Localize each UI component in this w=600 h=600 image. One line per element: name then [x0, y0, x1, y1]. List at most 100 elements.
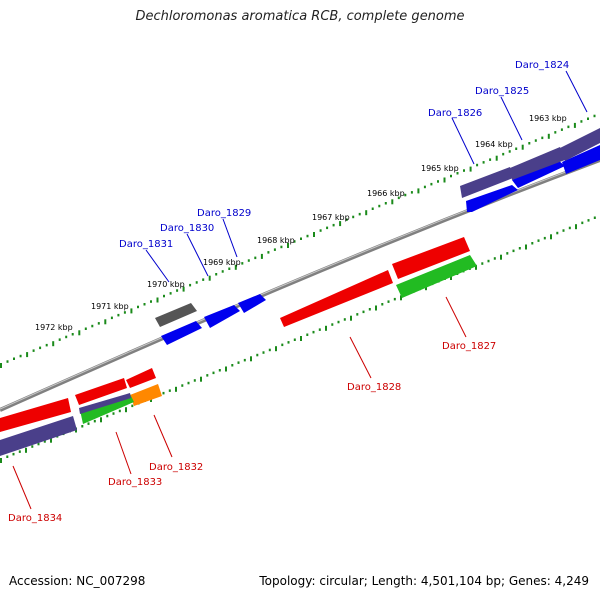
- gene-gray-block[interactable]: [155, 303, 197, 327]
- label-daro-1826[interactable]: Daro_1826: [428, 108, 482, 119]
- leader-daro-1828: [349, 336, 372, 379]
- scale-tick: [0, 458, 2, 463]
- scale-tick: [331, 323, 334, 326]
- gene-daro-1830-block[interactable]: [204, 305, 240, 328]
- scale-tick: [241, 262, 244, 265]
- gene-daro-1826-block[interactable]: [466, 185, 518, 212]
- scale-tick: [525, 244, 527, 250]
- scale-tick: [287, 243, 289, 248]
- label-daro-1830[interactable]: Daro_1830: [160, 223, 214, 234]
- scale-tick: [81, 425, 84, 428]
- scale-tick: [84, 327, 87, 330]
- scale-tick: [168, 389, 171, 392]
- gene-daro-1827-block[interactable]: [396, 255, 477, 298]
- gene-daro-1824-purple-block[interactable]: [560, 128, 600, 161]
- leader-daro-1825: [500, 96, 523, 141]
- scale-tick: [568, 226, 571, 230]
- lower-scale-ticks: [0, 216, 596, 463]
- scale-tick: [306, 333, 309, 336]
- scale-tick: [39, 346, 42, 350]
- gene-daro-1826-purple-block[interactable]: [460, 167, 513, 198]
- scale-tick: [489, 158, 492, 161]
- scale-label-1963: 1963 kbp: [529, 114, 567, 123]
- label-daro-1828[interactable]: Daro_1828: [347, 382, 401, 393]
- forward-genes: [155, 128, 600, 345]
- scale-tick: [206, 374, 209, 377]
- scale-tick: [187, 381, 190, 385]
- scale-tick: [287, 341, 290, 344]
- scale-label-1969: 1969 kbp: [203, 258, 241, 267]
- scale-tick: [450, 174, 452, 178]
- scale-tick: [528, 142, 531, 145]
- scale-tick: [554, 131, 557, 134]
- scale-tick: [332, 223, 335, 227]
- gene-daro-1827-red-block[interactable]: [392, 237, 470, 279]
- gene-daro-1832-block[interactable]: [130, 384, 162, 406]
- scale-label-1965: 1965 kbp: [421, 164, 459, 173]
- gene-daro-1833-block[interactable]: [80, 394, 134, 424]
- scale-tick: [58, 338, 61, 341]
- gene-daro-1829-block[interactable]: [238, 294, 266, 313]
- scale-tick: [531, 242, 534, 245]
- scale-tick: [237, 361, 240, 364]
- scale-tick: [318, 328, 321, 331]
- scale-tick: [262, 351, 265, 354]
- label-daro-1829[interactable]: Daro_1829: [197, 208, 251, 219]
- scale-tick: [112, 412, 115, 415]
- gene-daro-1833-purple-block[interactable]: [79, 393, 131, 414]
- scale-label-1964: 1964 kbp: [475, 140, 513, 149]
- scale-tick: [368, 308, 371, 311]
- gene-daro-1834-red-block[interactable]: [75, 378, 127, 405]
- label-daro-1827[interactable]: Daro_1827: [442, 341, 496, 352]
- scale-tick: [562, 229, 565, 232]
- scale-tick: [231, 364, 234, 367]
- scale-tick: [319, 229, 322, 232]
- scale-tick: [550, 234, 552, 240]
- scale-tick: [250, 356, 252, 362]
- label-daro-1825[interactable]: Daro_1825: [475, 86, 529, 97]
- scale-tick: [131, 404, 134, 408]
- gene-red-small-block[interactable]: [126, 368, 156, 388]
- gene-daro-1824-block[interactable]: [562, 145, 600, 174]
- scale-tick: [254, 256, 257, 260]
- scale-tick: [556, 231, 559, 235]
- label-daro-1824[interactable]: Daro_1824: [515, 60, 569, 71]
- gene-daro-1834-purple-block[interactable]: [0, 416, 77, 456]
- scale-label-1967: 1967 kbp: [312, 213, 350, 222]
- scale-tick: [130, 308, 133, 314]
- scale-labels: 1963 kbp 1964 kbp 1965 kbp 1966 kbp 1967…: [35, 114, 567, 332]
- forward-gene-labels: Daro_1824 Daro_1825 Daro_1826 Daro_1829 …: [119, 60, 588, 283]
- scale-tick: [19, 354, 22, 358]
- gene-daro-1834-block[interactable]: [0, 398, 71, 432]
- scale-tick: [225, 366, 227, 372]
- label-daro-1834[interactable]: Daro_1834: [8, 513, 62, 524]
- scale-tick: [397, 196, 400, 200]
- scale-tick: [345, 218, 348, 221]
- gene-daro-1828-block[interactable]: [280, 270, 393, 327]
- scale-tick: [125, 407, 127, 413]
- scale-tick: [26, 352, 29, 358]
- label-daro-1832[interactable]: Daro_1832: [149, 462, 203, 473]
- accession-label: Accession: NC_007298: [9, 574, 146, 588]
- label-daro-1833[interactable]: Daro_1833: [108, 477, 162, 488]
- leader-daro-1834: [12, 465, 32, 510]
- scale-tick: [31, 445, 34, 448]
- gene-daro-1825-purple-block[interactable]: [510, 147, 565, 180]
- label-daro-1831[interactable]: Daro_1831: [119, 239, 173, 250]
- scale-tick: [493, 257, 496, 260]
- gene-daro-1825-block[interactable]: [512, 160, 565, 188]
- scale-tick: [400, 295, 402, 301]
- leader-daro-1833: [115, 431, 132, 475]
- scale-tick: [437, 180, 439, 183]
- scale-label-1968: 1968 kbp: [257, 236, 295, 245]
- scale-tick: [587, 219, 590, 222]
- scale-tick: [352, 215, 355, 219]
- scale-tick: [208, 275, 211, 281]
- scale-tick: [339, 221, 342, 227]
- scale-tick: [423, 185, 426, 189]
- gene-daro-1831-block[interactable]: [161, 321, 202, 345]
- scale-tick: [267, 251, 270, 254]
- scale-tick: [358, 212, 361, 216]
- scale-tick: [343, 318, 346, 321]
